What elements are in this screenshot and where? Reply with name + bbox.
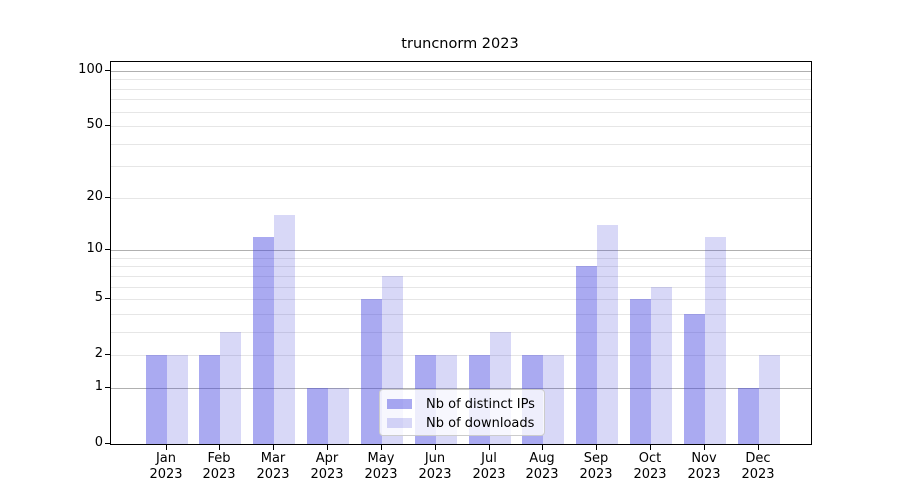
x-tick-label: Sep 2023: [579, 451, 613, 482]
x-tick-mark: [219, 445, 220, 450]
gridline-minor: [111, 144, 811, 145]
y-tick-label: 2: [94, 346, 103, 361]
gridline-minor: [111, 276, 811, 277]
x-tick-label: Apr 2023: [310, 451, 344, 482]
legend-swatch-downloads-icon: [387, 418, 412, 428]
gridline-minor: [111, 332, 811, 333]
x-tick-label: Oct 2023: [633, 451, 667, 482]
x-tick-label: May 2023: [364, 451, 398, 482]
bar-downloads-feb: [220, 332, 242, 444]
bar-ips-oct: [630, 299, 652, 444]
y-tick-label: 20: [86, 189, 103, 204]
plot-area: [110, 61, 812, 445]
bar-ips-mar: [253, 236, 275, 444]
y-tick-label: 0: [94, 435, 103, 450]
bar-ips-jan: [145, 355, 167, 444]
x-tick-mark: [650, 445, 651, 450]
y-tick-label: 10: [86, 241, 103, 256]
legend: Nb of distinct IPs Nb of downloads: [379, 389, 545, 436]
bar-ips-dec: [737, 388, 759, 444]
gridline-minor: [111, 99, 811, 100]
bar-downloads-apr: [328, 388, 350, 444]
y-tick-label: 100: [78, 62, 103, 77]
bar-downloads-jan: [166, 355, 188, 444]
bar-ips-sep: [576, 266, 598, 444]
y-tick-mark: [105, 354, 110, 355]
gridline-minor: [111, 166, 811, 167]
bar-downloads-mar: [274, 215, 296, 444]
bar-downloads-aug: [543, 355, 565, 444]
bar-ips-may: [360, 299, 382, 444]
x-tick-mark: [704, 445, 705, 450]
x-tick-label: Jun 2023: [418, 451, 452, 482]
legend-label-distinct-ips: Nb of distinct IPs: [426, 396, 535, 412]
x-tick-label: Nov 2023: [687, 451, 721, 482]
gridline-minor: [111, 89, 811, 90]
x-tick-mark: [489, 445, 490, 450]
x-tick-label: Jul 2023: [472, 451, 506, 482]
y-tick-mark: [105, 70, 110, 71]
bar-ips-apr: [307, 388, 329, 444]
x-tick-label: Feb 2023: [202, 451, 236, 482]
x-tick-mark: [596, 445, 597, 450]
gridline-minor: [111, 266, 811, 267]
gridline-minor: [111, 314, 811, 315]
gridline-minor: [111, 287, 811, 288]
gridline-minor: [111, 355, 811, 356]
x-tick-mark: [166, 445, 167, 450]
legend-item-distinct-ips: Nb of distinct IPs: [387, 395, 536, 413]
gridline-major: [111, 71, 811, 72]
y-tick-label: 5: [94, 290, 103, 305]
y-tick-label: 1: [94, 379, 103, 394]
y-tick-mark: [105, 249, 110, 250]
bar-ips-feb: [199, 355, 221, 444]
gridline-major: [111, 250, 811, 251]
gridline-minor: [111, 258, 811, 259]
gridline-minor: [111, 299, 811, 300]
x-tick-label: Aug 2023: [525, 451, 559, 482]
y-tick-mark: [105, 443, 110, 444]
chart-title: truncnorm 2023: [401, 36, 519, 52]
x-tick-label: Mar 2023: [256, 451, 290, 482]
gridline-minor: [111, 126, 811, 127]
x-tick-label: Jan 2023: [149, 451, 183, 482]
legend-item-downloads: Nb of downloads: [387, 414, 536, 432]
legend-label-downloads: Nb of downloads: [426, 415, 535, 431]
gridline-minor: [111, 112, 811, 113]
y-tick-mark: [105, 298, 110, 299]
x-tick-mark: [273, 445, 274, 450]
y-tick-mark: [105, 387, 110, 388]
gridline-minor: [111, 198, 811, 199]
y-tick-mark: [105, 197, 110, 198]
bar-downloads-dec: [758, 355, 780, 444]
x-tick-label: Dec 2023: [741, 451, 775, 482]
y-tick-mark: [105, 125, 110, 126]
x-tick-mark: [542, 445, 543, 450]
x-tick-mark: [758, 445, 759, 450]
bar-ips-nov: [684, 313, 705, 444]
gridline-minor: [111, 79, 811, 80]
bar-downloads-nov: [705, 236, 726, 444]
x-tick-mark: [327, 445, 328, 450]
gridline-major: [111, 388, 811, 389]
legend-swatch-distinct-ips-icon: [387, 399, 412, 409]
x-tick-mark: [435, 445, 436, 450]
bar-downloads-oct: [651, 286, 673, 444]
x-tick-mark: [381, 445, 382, 450]
y-tick-label: 50: [86, 117, 103, 132]
bar-downloads-sep: [597, 225, 619, 444]
